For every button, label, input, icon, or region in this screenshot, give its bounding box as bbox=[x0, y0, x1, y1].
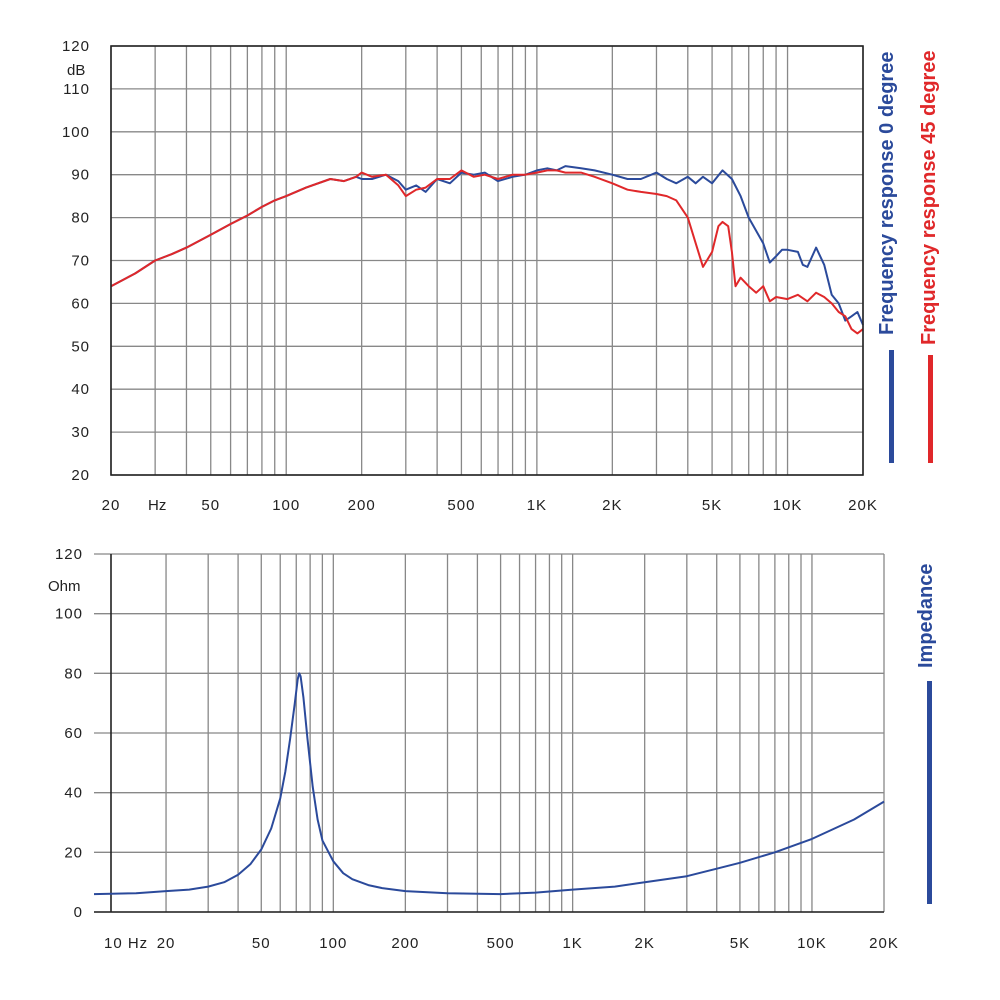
legend-label-0-degree: Frequency response 0 degree bbox=[876, 52, 898, 335]
x-tick-label: 1K bbox=[562, 935, 582, 952]
frequency-response-lines bbox=[110, 165, 864, 335]
frequency-response-chart: 20 30 40 50 60 70 80 90 100 110 120 20 50 100 200 500 1… bbox=[62, 38, 878, 514]
y-tick-label: 40 bbox=[71, 381, 90, 398]
series-line-fr-0 bbox=[110, 165, 864, 326]
x-tick-label: 20 bbox=[157, 935, 176, 952]
x-tick-label: 100 bbox=[319, 935, 347, 952]
x-tick-label: 5K bbox=[730, 935, 750, 952]
y-tick-label: 100 bbox=[55, 606, 83, 623]
impedance-lines bbox=[93, 672, 885, 896]
frequency-response-x-unit: Hz bbox=[148, 497, 166, 514]
x-tick-label: 20K bbox=[869, 935, 899, 952]
legend-swatch-0-degree bbox=[889, 350, 894, 463]
impedance-y-unit: Ohm bbox=[48, 578, 81, 595]
y-tick-label: 20 bbox=[71, 467, 90, 484]
x-tick-label: 500 bbox=[447, 497, 475, 514]
impedance-grid bbox=[94, 553, 885, 913]
x-tick-label: 50 bbox=[201, 497, 220, 514]
y-tick-label: 110 bbox=[63, 81, 90, 98]
y-tick-label: 0 bbox=[74, 904, 83, 921]
x-tick-label: 10K bbox=[797, 935, 827, 952]
y-tick-label: 100 bbox=[62, 124, 90, 141]
impedance-y-ticks: 0 20 40 60 80 100 120 bbox=[55, 546, 83, 921]
series-line-imp-0 bbox=[93, 672, 885, 896]
x-tick-label: 20 bbox=[102, 497, 121, 514]
y-tick-label: 70 bbox=[71, 253, 90, 270]
x-tick-label: 10 Hz bbox=[104, 935, 148, 952]
y-tick-label: 90 bbox=[71, 167, 90, 184]
frequency-response-grid bbox=[110, 45, 864, 476]
x-tick-label: 2K bbox=[635, 935, 655, 952]
legend: Frequency response 0 degree Frequency re… bbox=[876, 50, 940, 904]
legend-label-45-degree: Frequency response 45 degree bbox=[918, 50, 940, 345]
x-tick-label: 1K bbox=[527, 497, 547, 514]
x-tick-label: 50 bbox=[252, 935, 271, 952]
y-tick-label: 60 bbox=[71, 295, 90, 312]
x-tick-label: 2K bbox=[602, 497, 622, 514]
x-tick-label: 500 bbox=[487, 935, 515, 952]
y-tick-label: 20 bbox=[64, 844, 83, 861]
y-tick-label: 50 bbox=[71, 338, 90, 355]
y-tick-label: 40 bbox=[64, 785, 83, 802]
impedance-x-ticks: 10 Hz 20 50 100 200 500 1K 2K 5K 10K 20K bbox=[104, 935, 899, 952]
y-tick-label: 120 bbox=[62, 38, 90, 55]
x-tick-label: 200 bbox=[391, 935, 419, 952]
x-tick-label: 100 bbox=[272, 497, 300, 514]
y-tick-label: 80 bbox=[71, 210, 90, 227]
legend-label-impedance: Impedance bbox=[915, 564, 937, 668]
x-tick-label: 200 bbox=[348, 497, 376, 514]
series-line-fr-1 bbox=[110, 169, 864, 335]
y-tick-label: 60 bbox=[64, 725, 83, 742]
frequency-response-y-unit: dB bbox=[67, 62, 85, 79]
impedance-chart: 0 20 40 60 80 100 120 10 Hz 20 50 100 200 500 1K 2K 5K… bbox=[48, 546, 899, 952]
frequency-response-y-ticks: 20 30 40 50 60 70 80 90 100 110 120 bbox=[62, 38, 90, 484]
x-tick-label: 10K bbox=[773, 497, 803, 514]
x-tick-label: 20K bbox=[848, 497, 878, 514]
legend-swatch-45-degree bbox=[928, 355, 933, 463]
legend-swatch-impedance bbox=[927, 681, 932, 904]
frequency-response-plot-frame bbox=[110, 45, 864, 476]
y-tick-label: 120 bbox=[55, 546, 83, 563]
y-tick-label: 80 bbox=[64, 665, 83, 682]
x-tick-label: 5K bbox=[702, 497, 722, 514]
y-tick-label: 30 bbox=[71, 424, 90, 441]
frequency-response-x-ticks: 20 50 100 200 500 1K 2K 5K 10K 20K bbox=[102, 497, 878, 514]
